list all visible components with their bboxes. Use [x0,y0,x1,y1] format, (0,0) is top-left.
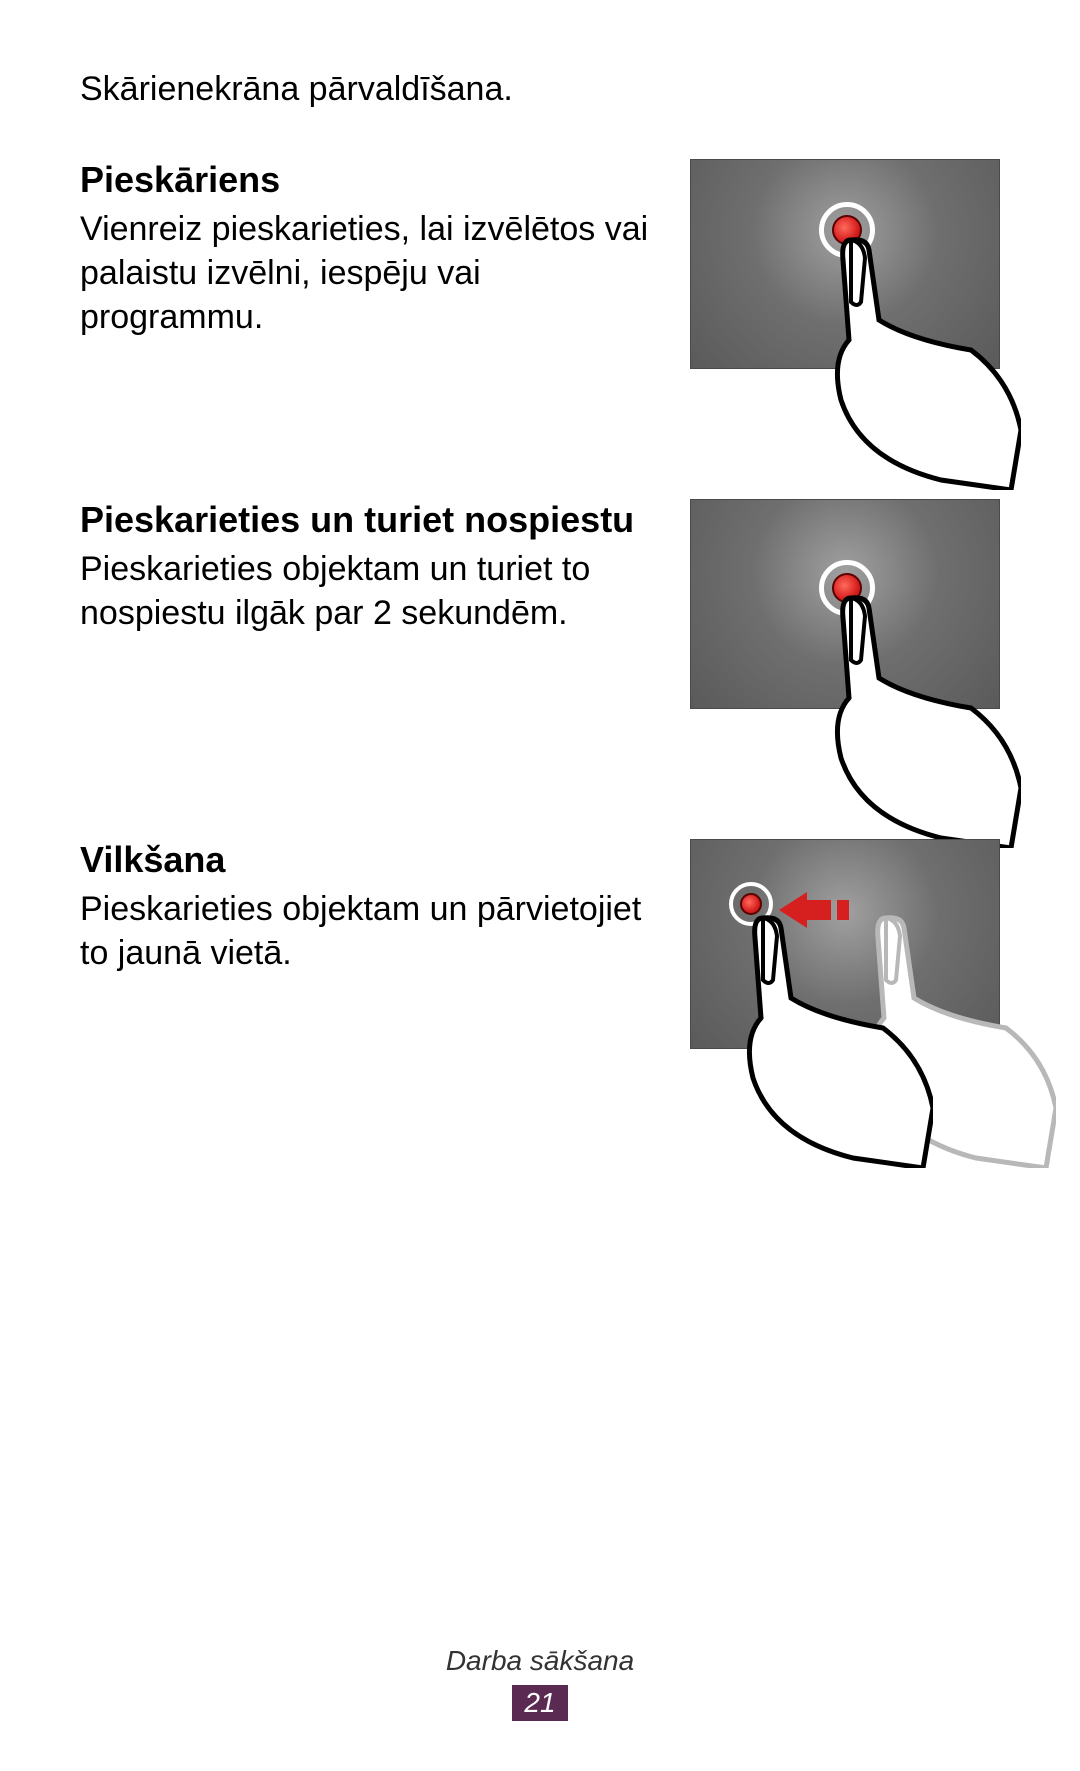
touch-screen-graphic [690,159,1000,369]
section-heading: Vilkšana [80,839,670,881]
section-body: Vienreiz pieskarieties, lai izvēlētos va… [80,207,670,340]
finger-icon [733,908,933,1168]
illustration-drag [690,839,1000,1049]
footer-chapter: Darba sākšana [0,1645,1080,1677]
finger-icon [821,230,1021,490]
page-number-badge: 21 [512,1685,567,1721]
touch-screen-graphic [690,499,1000,709]
section-drag: Vilkšana Pieskarieties objektam un pārvi… [80,839,1000,1049]
section-text: Pieskāriens Vienreiz pieskarieties, lai … [80,159,690,340]
section-tap: Pieskāriens Vienreiz pieskarieties, lai … [80,159,1000,369]
touch-screen-graphic [690,839,1000,1049]
section-body: Pieskarieties objektam un pārvietojiet t… [80,887,670,975]
section-heading: Pieskāriens [80,159,670,201]
section-heading: Pieskarieties un turiet nospiestu [80,499,670,541]
illustration-tap [690,159,1000,369]
section-text: Vilkšana Pieskarieties objektam un pārvi… [80,839,690,975]
manual-page: Skārienekrāna pārvaldīšana. Pieskāriens … [0,0,1080,1049]
section-hold: Pieskarieties un turiet nospiestu Pieska… [80,499,1000,709]
finger-icon [821,588,1021,848]
intro-text: Skārienekrāna pārvaldīšana. [80,70,1000,109]
illustration-hold [690,499,1000,709]
page-footer: Darba sākšana 21 [0,1645,1080,1721]
section-text: Pieskarieties un turiet nospiestu Pieska… [80,499,690,635]
section-body: Pieskarieties objektam un turiet to nosp… [80,547,670,635]
